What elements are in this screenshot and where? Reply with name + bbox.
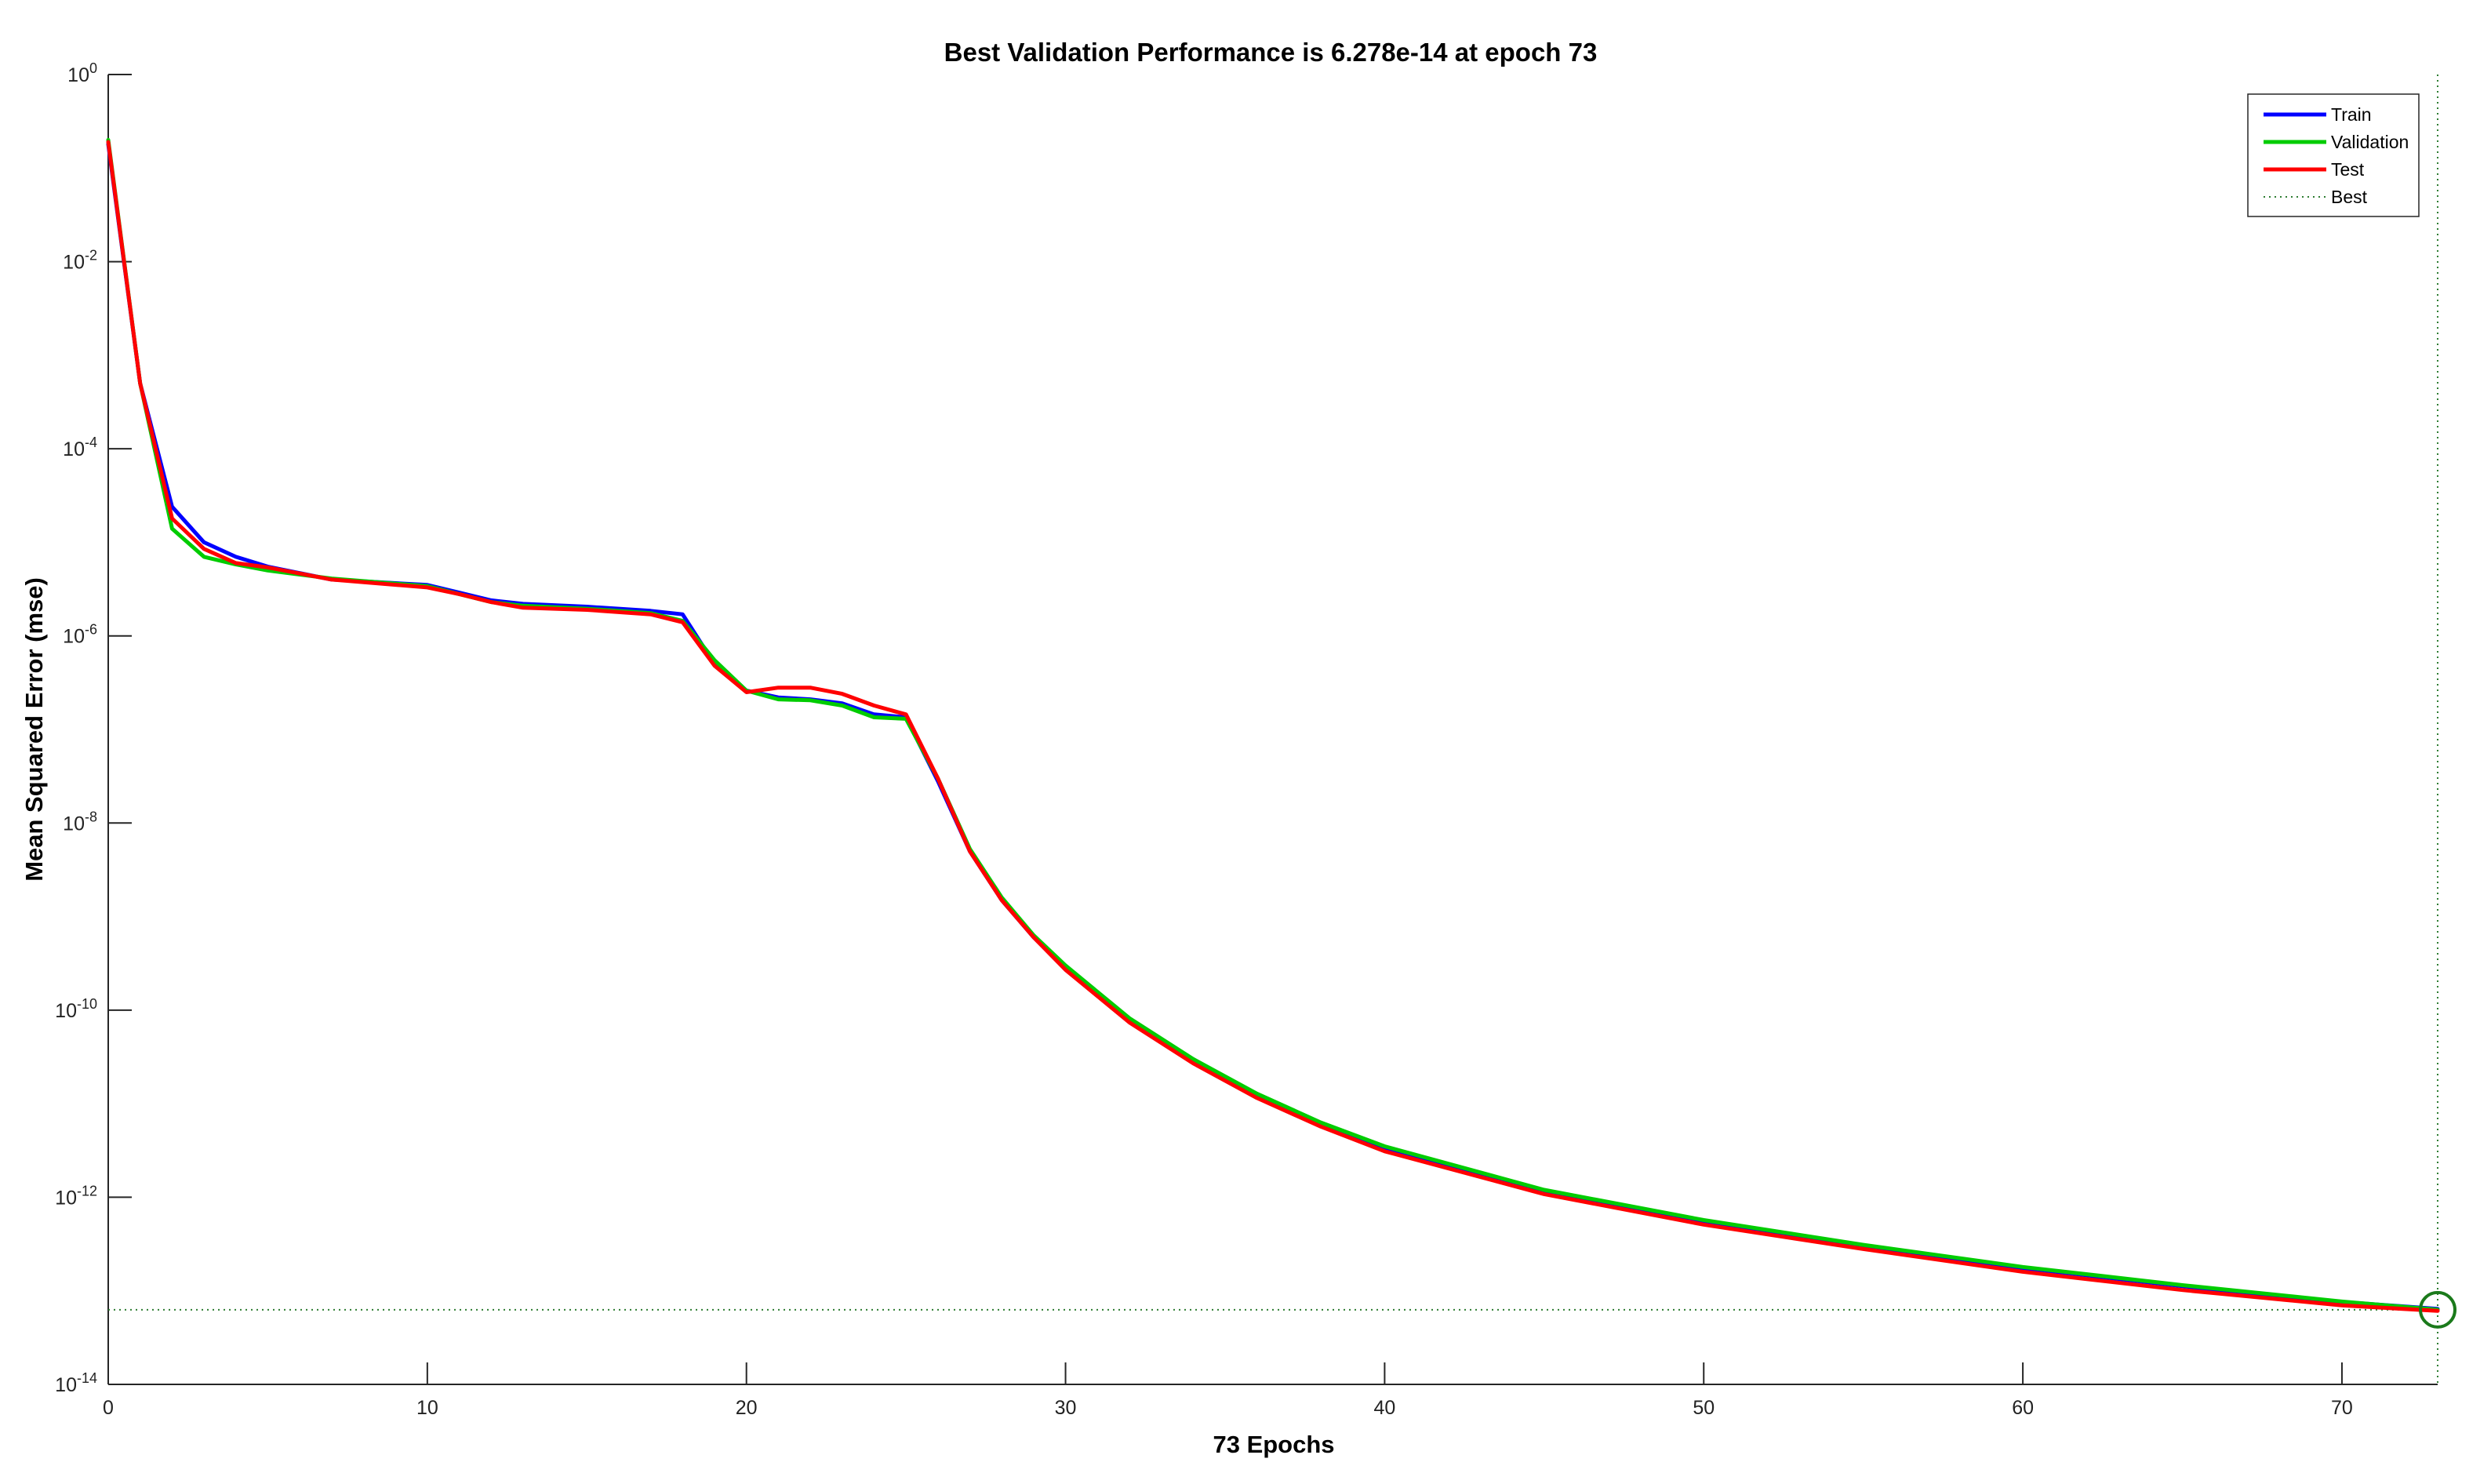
y-tick-label: 10-14 xyxy=(55,1370,97,1396)
legend-label-validation: Validation xyxy=(2331,132,2409,152)
x-axis-label: 73 Epochs xyxy=(1213,1431,1334,1458)
y-tick-base: 10 xyxy=(63,813,85,835)
y-tick-base: 10 xyxy=(55,1187,77,1209)
y-axis-label: Mean Squared Error (mse) xyxy=(20,577,48,882)
legend-label-best: Best xyxy=(2331,187,2368,207)
y-tick-base: 10 xyxy=(67,64,89,86)
y-tick-label: 10-10 xyxy=(55,996,97,1022)
legend-label-test: Test xyxy=(2331,159,2365,180)
x-tick-label: 30 xyxy=(1055,1397,1077,1419)
y-tick-exponent: -12 xyxy=(77,1183,97,1198)
x-tick-label: 0 xyxy=(103,1397,114,1419)
x-tick-label: 60 xyxy=(2012,1397,2034,1419)
y-tick-label: 10-2 xyxy=(63,248,97,274)
y-tick-label: 10-6 xyxy=(63,622,97,648)
x-tick-label: 70 xyxy=(2331,1397,2353,1419)
y-tick-exponent: -10 xyxy=(77,996,97,1012)
y-tick-exponent: 0 xyxy=(89,60,97,76)
y-tick-label: 10-8 xyxy=(63,809,97,835)
y-tick-base: 10 xyxy=(63,626,85,648)
y-tick-base: 10 xyxy=(63,438,85,460)
axes-frame xyxy=(107,75,2438,1385)
y-tick-label: 100 xyxy=(67,60,97,86)
y-tick-base: 10 xyxy=(55,1374,77,1396)
x-tick-label: 10 xyxy=(416,1397,438,1419)
legend-items: Train Validation Test Best xyxy=(2264,104,2409,207)
y-tick-exponent: -14 xyxy=(77,1370,97,1386)
best-point-marker xyxy=(2419,1290,2456,1329)
y-tick-exponent: -2 xyxy=(85,248,97,264)
y-tick-exponent: -4 xyxy=(85,435,97,450)
series-line-test xyxy=(106,140,2440,1313)
best-markers xyxy=(108,75,2438,1384)
y-tick-label: 10-4 xyxy=(63,435,97,460)
y-tick-exponent: -8 xyxy=(85,809,97,824)
legend: Train Validation Test Best xyxy=(2247,93,2420,217)
x-tick-label: 50 xyxy=(1693,1397,1715,1419)
y-tick-label: 10-12 xyxy=(55,1183,97,1209)
y-tick-base: 10 xyxy=(63,252,85,274)
x-tick-label: 40 xyxy=(1373,1397,1395,1419)
axis-ticks: 0 10 20 30 40 50 60 7010010-210-410-610-810-101… xyxy=(55,60,2353,1419)
legend-label-train: Train xyxy=(2331,104,2372,125)
series-lines xyxy=(106,137,2440,1313)
chart-title: Best Validation Performance is 6.278e-14… xyxy=(944,38,1598,67)
y-tick-exponent: -6 xyxy=(85,622,97,638)
x-tick-label: 20 xyxy=(736,1397,758,1419)
y-tick-base: 10 xyxy=(55,1000,77,1022)
